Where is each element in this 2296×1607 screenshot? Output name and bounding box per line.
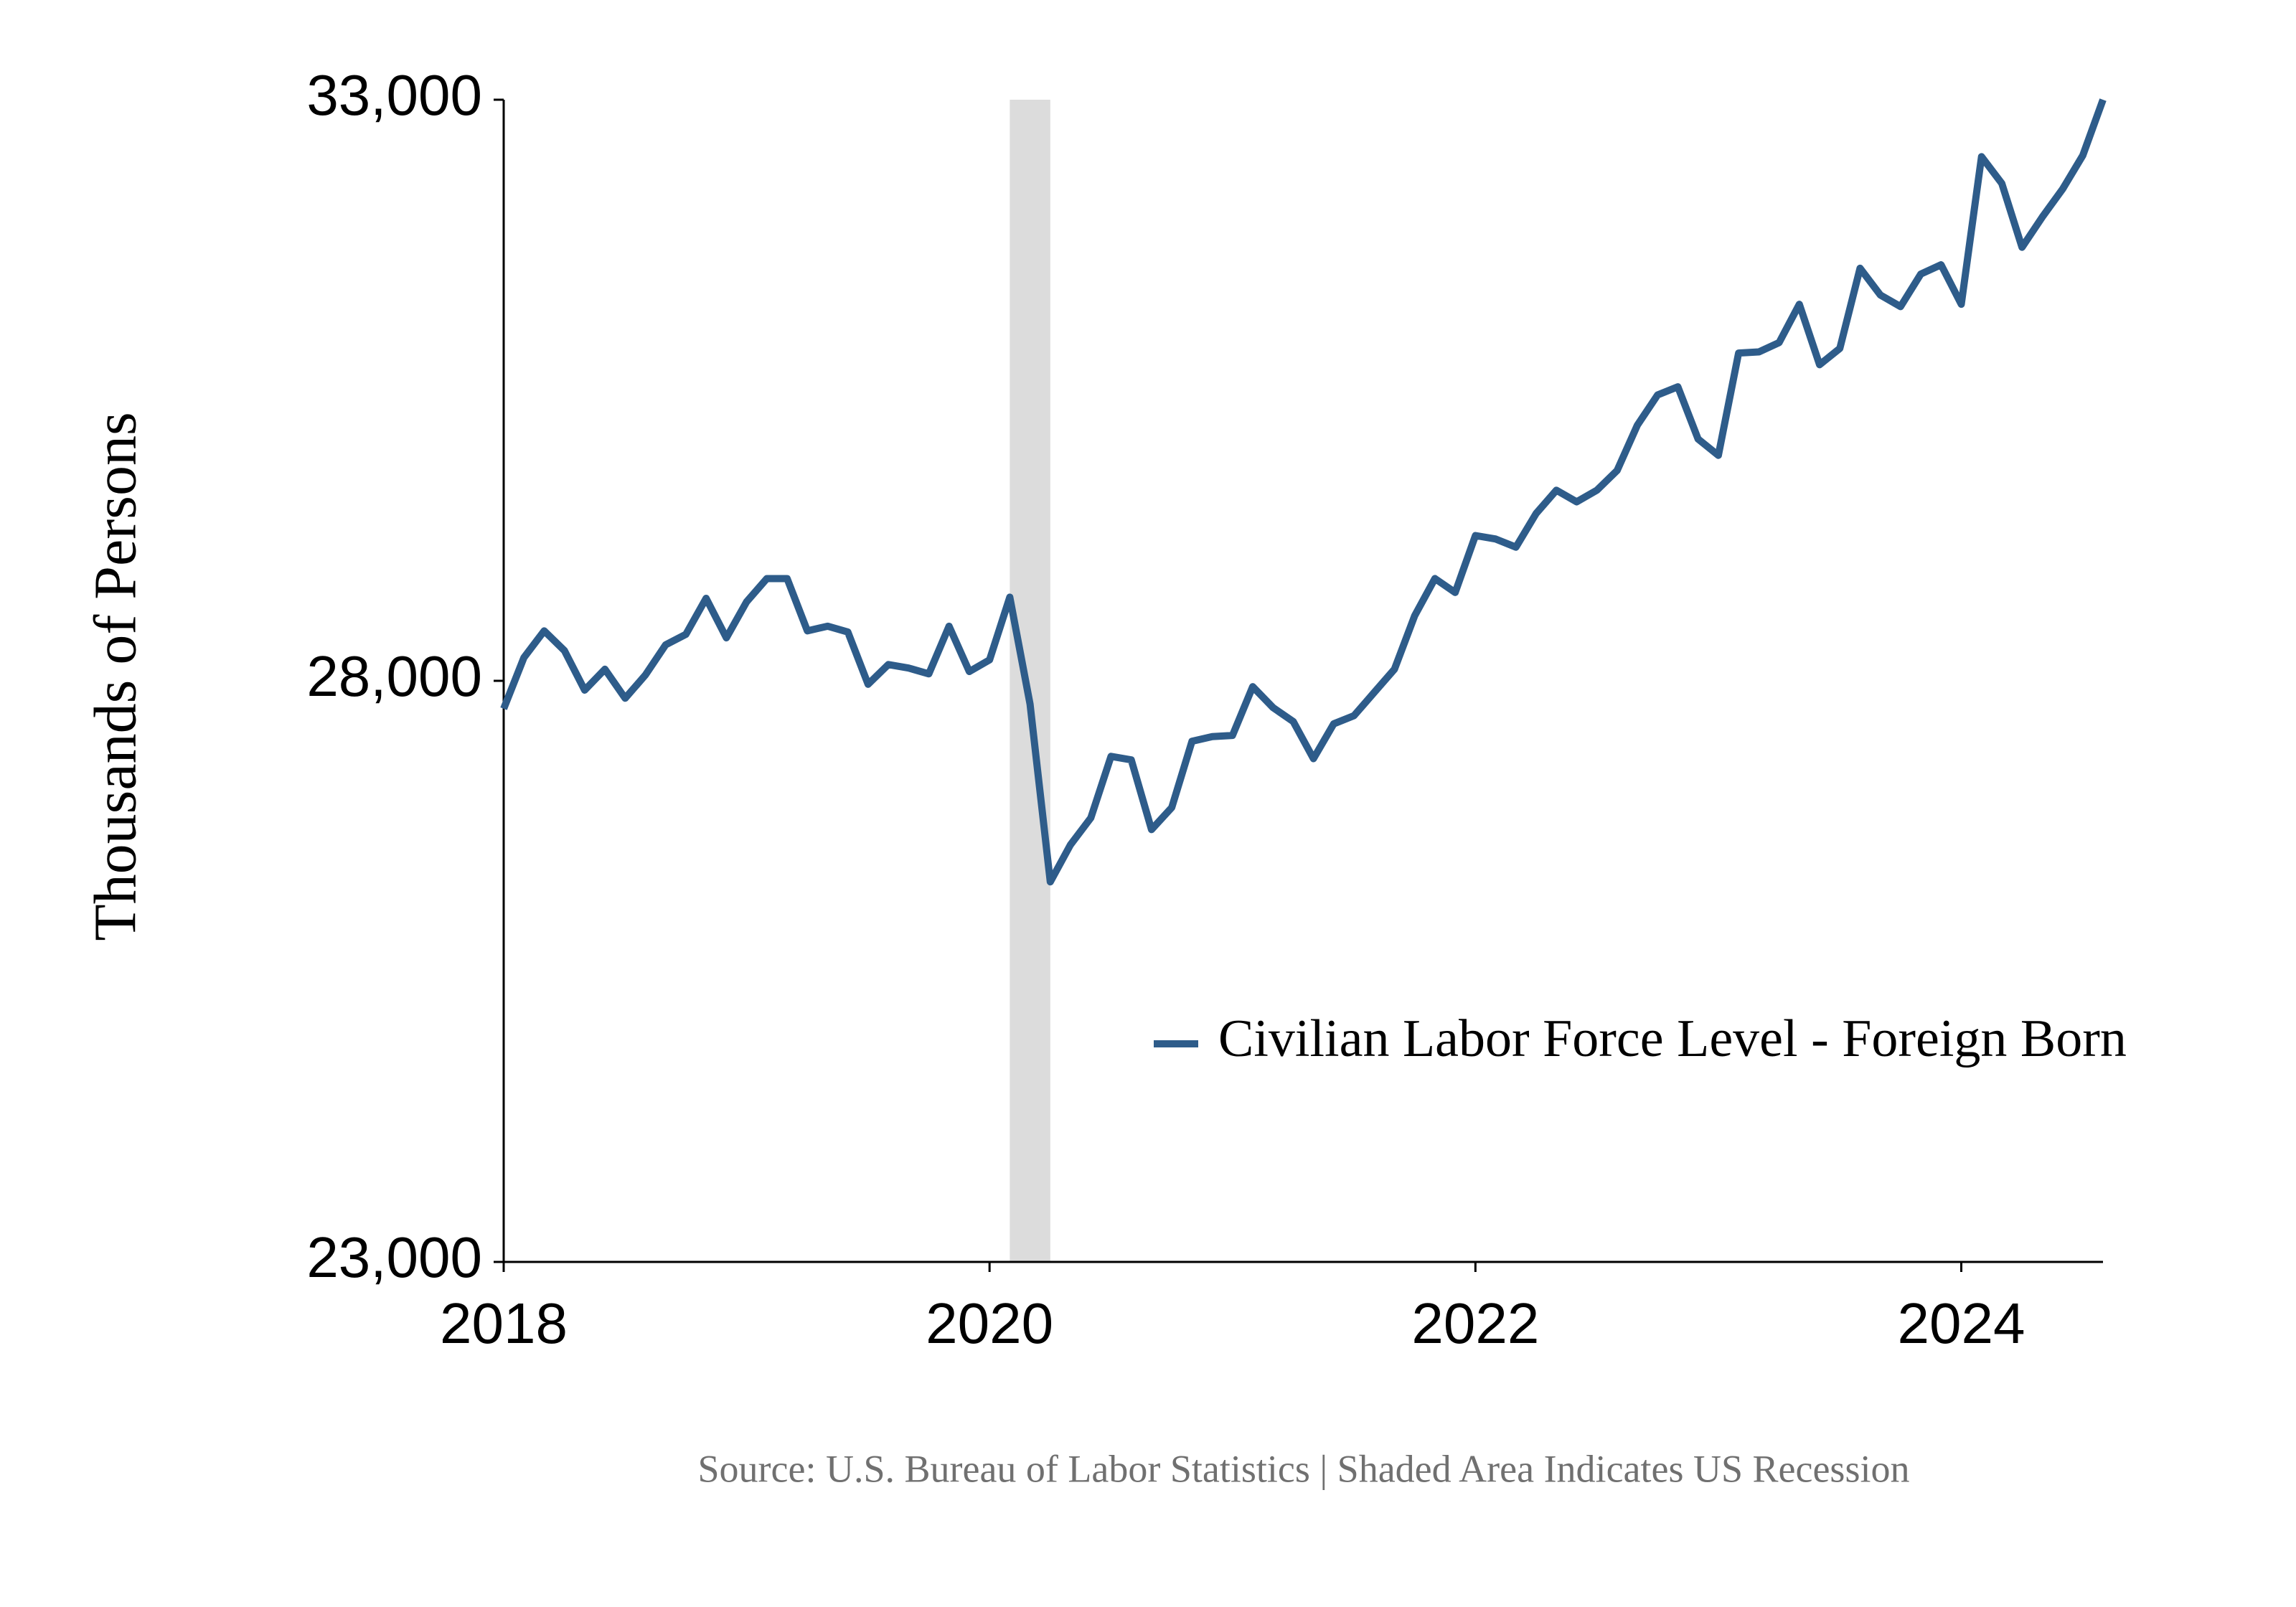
x-tick-label: 2022 bbox=[1411, 1291, 1539, 1355]
y-tick-label: 33,000 bbox=[306, 63, 482, 127]
y-tick-label: 23,000 bbox=[306, 1225, 482, 1289]
x-tick-label: 2018 bbox=[440, 1291, 568, 1355]
recession-shade bbox=[1010, 100, 1050, 1262]
source-note: Source: U.S. Bureau of Labor Statistics … bbox=[698, 1447, 1910, 1490]
y-tick-label: 28,000 bbox=[306, 644, 482, 708]
x-tick-label: 2020 bbox=[926, 1291, 1053, 1355]
y-axis-label: Thousands of Persons bbox=[82, 412, 149, 941]
x-tick-label: 2024 bbox=[1898, 1291, 2026, 1355]
legend-label: Civilian Labor Force Level - Foreign Bor… bbox=[1218, 1009, 2127, 1068]
data-line bbox=[500, 98, 2107, 886]
